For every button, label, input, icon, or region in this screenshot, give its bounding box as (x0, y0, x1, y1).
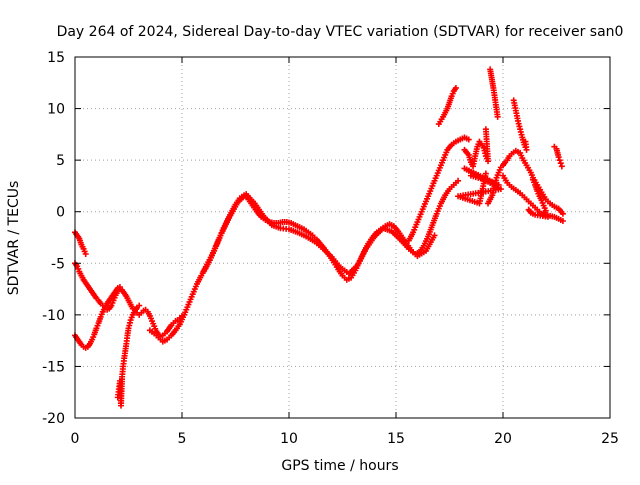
data-point (465, 136, 472, 143)
data-point (116, 284, 123, 291)
y-tick-label: -20 (42, 411, 65, 427)
y-tick-label: -5 (51, 256, 65, 272)
data-point (136, 302, 143, 309)
x-tick-label: 10 (280, 431, 298, 447)
data-point (555, 154, 562, 161)
y-tick-label: 15 (47, 50, 65, 66)
data-point (482, 126, 489, 133)
chart-title: Day 264 of 2024, Sidereal Day-to-day VTE… (57, 24, 624, 40)
data-point (522, 138, 529, 145)
marks-layer (72, 66, 566, 409)
data-point (82, 251, 89, 258)
y-tick-label: -15 (42, 359, 65, 375)
data-point (557, 160, 564, 167)
y-tick-label: 0 (56, 205, 65, 221)
data-point (559, 210, 566, 217)
ticks-layer: 0 5 10 15 20 25 -20 -15 -10 -5 0 5 10 15 (42, 50, 619, 447)
data-point (431, 232, 438, 239)
y-tick-label: 10 (47, 102, 65, 118)
y-tick-label: -10 (42, 308, 65, 324)
y-axis-label: SDTVAR / TECUs (6, 181, 22, 296)
y-tick-label: 5 (56, 153, 65, 169)
data-point (559, 217, 566, 224)
plot-frame (74, 56, 611, 419)
x-tick-label: 25 (601, 431, 619, 447)
x-tick-label: 15 (387, 431, 405, 447)
data-point (482, 170, 489, 177)
x-tick-label: 20 (494, 431, 512, 447)
x-tick-label: 0 (71, 431, 80, 447)
data-point (455, 177, 462, 184)
data-point (525, 206, 532, 213)
x-tick-label: 5 (178, 431, 187, 447)
data-point (556, 157, 563, 164)
data-point (494, 113, 501, 120)
data-point (452, 84, 459, 91)
data-point (558, 163, 565, 170)
x-axis-label: GPS time / hours (281, 458, 398, 474)
